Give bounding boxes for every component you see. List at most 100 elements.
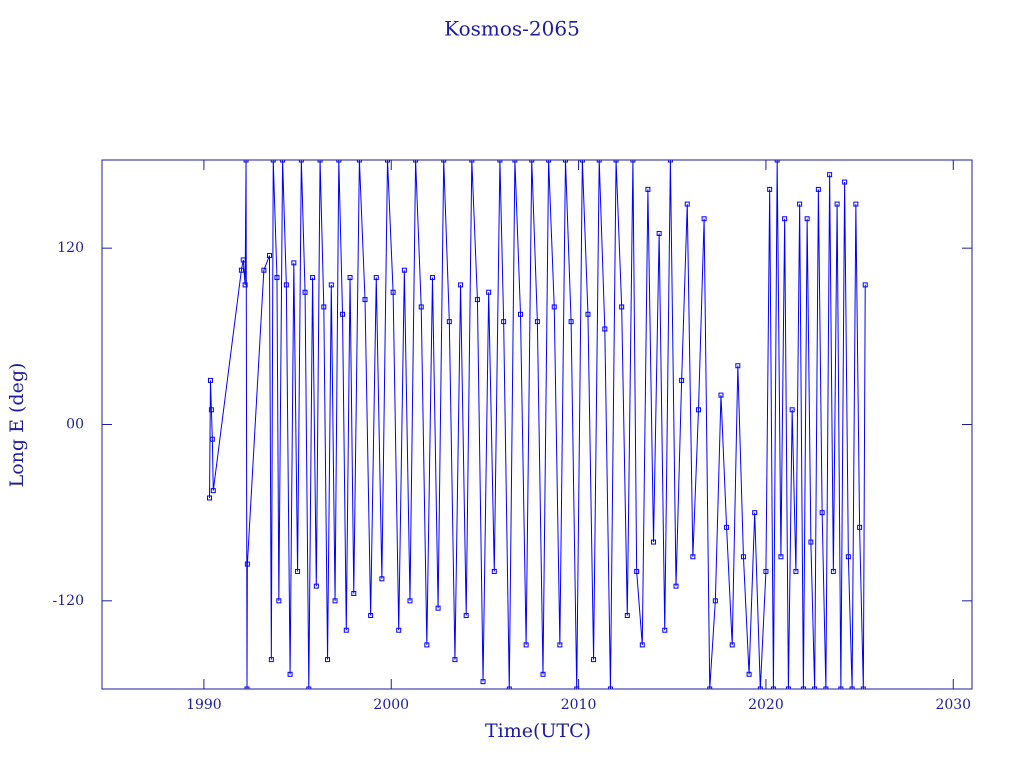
point-marker xyxy=(624,613,630,619)
point-marker xyxy=(207,495,213,501)
point-marker xyxy=(268,657,274,663)
point-marker xyxy=(418,304,424,310)
point-marker xyxy=(712,598,718,604)
y-tick-label: -120 xyxy=(53,593,84,609)
point-marker xyxy=(645,186,651,192)
point-marker xyxy=(860,686,866,689)
x-tick-label: 1990 xyxy=(186,697,222,713)
point-marker xyxy=(373,275,379,281)
point-marker xyxy=(332,598,338,604)
point-marker xyxy=(469,160,475,163)
point-marker xyxy=(774,160,780,163)
point-marker xyxy=(812,686,818,689)
point-marker xyxy=(351,590,357,596)
point-marker xyxy=(280,160,286,163)
point-marker xyxy=(845,554,851,560)
point-marker xyxy=(673,583,679,589)
point-marker xyxy=(778,554,784,560)
point-marker xyxy=(295,568,301,574)
point-marker xyxy=(501,319,507,325)
point-marker xyxy=(746,671,752,677)
point-marker xyxy=(368,613,374,619)
point-marker xyxy=(740,554,746,560)
point-marker xyxy=(568,319,574,325)
point-marker xyxy=(446,319,452,325)
point-marker xyxy=(690,554,696,560)
point-marker xyxy=(540,671,546,677)
point-marker xyxy=(729,642,735,648)
point-marker xyxy=(512,160,518,163)
point-marker xyxy=(452,657,458,663)
point-marker xyxy=(407,598,413,604)
point-marker xyxy=(591,657,597,663)
point-marker xyxy=(506,686,512,689)
point-marker xyxy=(862,282,868,288)
point-marker xyxy=(579,160,585,163)
point-marker xyxy=(401,267,407,273)
point-marker xyxy=(283,282,289,288)
y-tick-label: 120 xyxy=(57,240,84,256)
point-marker xyxy=(238,267,244,273)
x-axis-label: Time(UTC) xyxy=(485,720,591,742)
point-marker xyxy=(306,686,312,689)
point-marker xyxy=(523,642,529,648)
point-marker xyxy=(244,686,250,689)
point-marker xyxy=(480,679,486,685)
point-marker xyxy=(767,186,773,192)
point-marker xyxy=(321,304,327,310)
point-marker xyxy=(243,160,249,163)
point-marker xyxy=(429,275,435,281)
point-marker xyxy=(379,576,385,582)
point-marker xyxy=(695,407,701,413)
point-marker xyxy=(313,583,319,589)
point-marker xyxy=(639,642,645,648)
point-marker xyxy=(317,160,323,163)
x-tick-label: 2020 xyxy=(748,697,784,713)
chart-title: Kosmos-2065 xyxy=(444,17,580,41)
point-marker xyxy=(830,568,836,574)
point-marker xyxy=(619,304,625,310)
point-marker xyxy=(834,201,840,207)
point-marker xyxy=(274,275,280,281)
point-marker xyxy=(857,524,863,530)
point-marker xyxy=(827,172,833,178)
point-marker xyxy=(208,407,214,413)
x-tick-label: 2010 xyxy=(561,697,597,713)
point-marker xyxy=(242,282,248,288)
point-marker xyxy=(557,642,563,648)
point-marker xyxy=(390,289,396,295)
point-marker xyxy=(735,363,741,369)
point-marker xyxy=(302,289,308,295)
point-marker xyxy=(261,267,267,273)
point-marker xyxy=(684,201,690,207)
point-marker xyxy=(463,613,469,619)
point-marker xyxy=(804,216,810,222)
point-marker xyxy=(785,686,791,689)
point-marker xyxy=(266,253,272,259)
point-marker xyxy=(276,598,282,604)
point-marker xyxy=(718,392,724,398)
y-axis-label: Long E (deg) xyxy=(6,363,28,488)
point-marker xyxy=(287,671,293,677)
point-marker xyxy=(291,260,297,266)
point-marker xyxy=(534,319,540,325)
point-marker xyxy=(634,568,640,574)
point-marker xyxy=(210,488,216,494)
point-marker xyxy=(413,160,419,163)
point-marker xyxy=(518,311,524,317)
series-line xyxy=(209,160,866,689)
point-marker xyxy=(782,216,788,222)
point-marker xyxy=(441,160,447,163)
point-marker xyxy=(842,179,848,185)
point-marker xyxy=(797,201,803,207)
point-marker xyxy=(385,160,391,163)
point-marker xyxy=(585,311,591,317)
x-tick-label: 2000 xyxy=(373,697,409,713)
point-marker xyxy=(757,686,763,689)
point-marker xyxy=(562,160,568,163)
point-marker xyxy=(325,657,331,663)
point-marker xyxy=(793,568,799,574)
point-marker xyxy=(424,642,430,648)
point-marker xyxy=(815,186,821,192)
point-marker xyxy=(607,686,613,689)
